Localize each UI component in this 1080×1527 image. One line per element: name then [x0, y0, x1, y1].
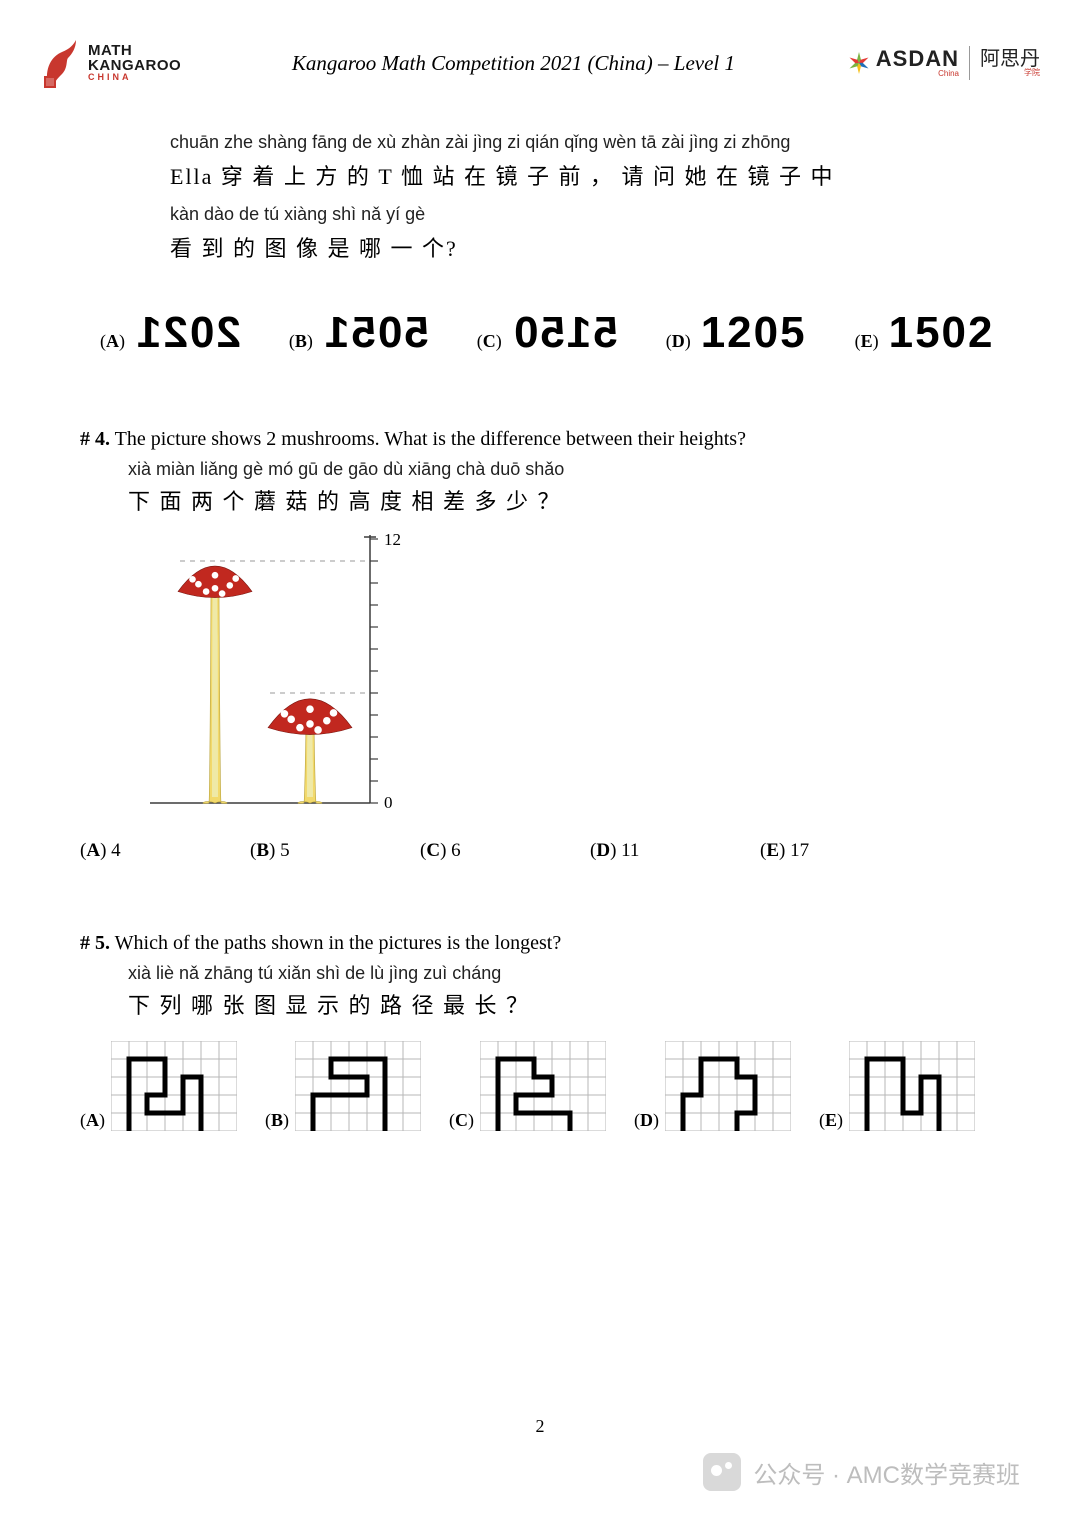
- option-label: (C): [449, 1110, 474, 1131]
- q5-cn: 下 列 哪 张 图 显 示 的 路 径 最 长 ？: [128, 988, 1000, 1023]
- q5-grid-c: (C): [449, 1041, 606, 1131]
- option-label: (C): [477, 331, 502, 352]
- svg-text:0: 0: [384, 793, 393, 812]
- mushroom-chart: 12 0: [120, 525, 440, 825]
- q5-text: Which of the paths shown in the pictures…: [115, 932, 562, 954]
- mirror-text: 5051: [323, 308, 429, 358]
- option-label: (A): [80, 1110, 105, 1131]
- mirror-text: 1205: [701, 308, 807, 358]
- asdan-cn-sub: 学院: [1024, 69, 1040, 77]
- path-grid-icon: [480, 1041, 606, 1131]
- q4-opt-b: (B) 5: [250, 840, 420, 862]
- q4-heading: # 4. The picture shows 2 mushrooms. What…: [80, 428, 1000, 451]
- option-label: (E): [855, 331, 879, 352]
- svg-text:12: 12: [384, 530, 401, 549]
- opt-val: 6: [451, 840, 461, 861]
- page-title: Kangaroo Math Competition 2021 (China) –…: [181, 51, 846, 76]
- path-grid-icon: [849, 1041, 975, 1131]
- q3-pinyin-1: chuān zhe shàng fāng de xù zhàn zài jìng…: [170, 128, 1000, 157]
- q3-options: (A) 2021 (B) 5051 (C) 5150 (D) 1205 (E) …: [80, 308, 1000, 358]
- option-label: (A): [100, 331, 125, 352]
- opt-val: 4: [111, 840, 121, 861]
- mirror-text: 2021: [135, 308, 241, 358]
- q5-grid-d: (D): [634, 1041, 791, 1131]
- q3-cn-1: Ella 穿 着 上 方 的 T 恤 站 在 镜 子 前 ， 请 问 她 在 镜…: [170, 159, 1000, 194]
- q5-grid-a: (A): [80, 1041, 237, 1131]
- page-header: MATH KANGAROO CHINA Kangaroo Math Compet…: [0, 28, 1080, 98]
- q3-option-c: (C) 5150: [477, 308, 618, 358]
- asdan-cn: 阿思丹: [980, 49, 1040, 69]
- opt-val: 5: [280, 840, 290, 861]
- path-grid-icon: [665, 1041, 791, 1131]
- q4-options: (A) 4 (B) 5 (C) 6 (D) 11 (E) 17: [80, 840, 1000, 862]
- q3-option-a: (A) 2021: [100, 308, 241, 358]
- q3-option-b: (B) 5051: [289, 308, 429, 358]
- option-label: (B): [289, 331, 313, 352]
- q3-cn-2: 看 到 的 图 像 是 哪 一 个?: [170, 231, 1000, 266]
- q4-figure: 12 0: [120, 525, 1000, 830]
- q4-text: The picture shows 2 mushrooms. What is t…: [115, 428, 746, 450]
- path-grid-icon: [111, 1041, 237, 1131]
- logo-line2: KANGAROO: [88, 59, 181, 73]
- asdan-logo: ASDAN China 阿思丹 学院: [846, 46, 1040, 80]
- q4-opt-a: (A) 4: [80, 840, 250, 862]
- q3-option-d: (D) 1205: [666, 308, 807, 358]
- q3-text: chuān zhe shàng fāng de xù zhàn zài jìng…: [170, 128, 1000, 266]
- mirror-text: 5150: [512, 308, 618, 358]
- q4-sub: xià miàn liǎng gè mó gū de gāo dù xiāng …: [128, 455, 1000, 519]
- option-label: (B): [265, 1110, 289, 1131]
- option-label: (E): [819, 1110, 843, 1131]
- q5-pinyin: xià liè nǎ zhāng tú xiǎn shì de lù jìng …: [128, 959, 1000, 988]
- q4-cn: 下 面 两 个 蘑 菇 的 高 度 相 差 多 少 ？: [128, 484, 1000, 519]
- watermark: 公众号 · AMC数学竞赛班: [703, 1453, 1020, 1491]
- q4-opt-c: (C) 6: [420, 840, 590, 862]
- q5-grid-b: (B): [265, 1041, 421, 1131]
- q3-option-e: (E) 1502: [855, 308, 995, 358]
- opt-val: 11: [621, 840, 639, 861]
- question-5: # 5. Which of the paths shown in the pic…: [80, 932, 1000, 1131]
- mirror-text: 1502: [889, 308, 995, 358]
- q5-grid-e: (E): [819, 1041, 975, 1131]
- page-body: chuān zhe shàng fāng de xù zhàn zài jìng…: [80, 120, 1000, 1131]
- q4-opt-d: (D) 11: [590, 840, 760, 862]
- wechat-icon: [703, 1453, 741, 1491]
- divider: [969, 46, 970, 80]
- q5-heading: # 5. Which of the paths shown in the pic…: [80, 932, 1000, 955]
- opt-val: 17: [790, 840, 809, 861]
- watermark-text: 公众号 · AMC数学竞赛班: [753, 1455, 1020, 1490]
- option-label: (D): [634, 1110, 659, 1131]
- q4-opt-e: (E) 17: [760, 840, 930, 862]
- question-4: # 4. The picture shows 2 mushrooms. What…: [80, 428, 1000, 862]
- asdan-sub: China: [938, 70, 959, 78]
- asdan-text: ASDAN: [876, 48, 959, 70]
- q5-number: # 5.: [80, 932, 110, 954]
- q5-sub: xià liè nǎ zhāng tú xiǎn shì de lù jìng …: [128, 959, 1000, 1023]
- path-grid-icon: [295, 1041, 421, 1131]
- q5-grids: (A) (B) (C) (D) (E): [80, 1041, 1000, 1131]
- asdan-star-icon: [846, 50, 872, 76]
- q3-pinyin-2: kàn dào de tú xiàng shì nǎ yí gè: [170, 200, 1000, 229]
- math-kangaroo-logo: MATH KANGAROO CHINA: [40, 38, 181, 88]
- option-label: (D): [666, 331, 691, 352]
- kangaroo-icon: [40, 38, 82, 88]
- logo-line3: CHINA: [88, 73, 181, 82]
- page-number: 2: [0, 1416, 1080, 1437]
- q4-pinyin: xià miàn liǎng gè mó gū de gāo dù xiāng …: [128, 455, 1000, 484]
- q4-number: # 4.: [80, 428, 110, 450]
